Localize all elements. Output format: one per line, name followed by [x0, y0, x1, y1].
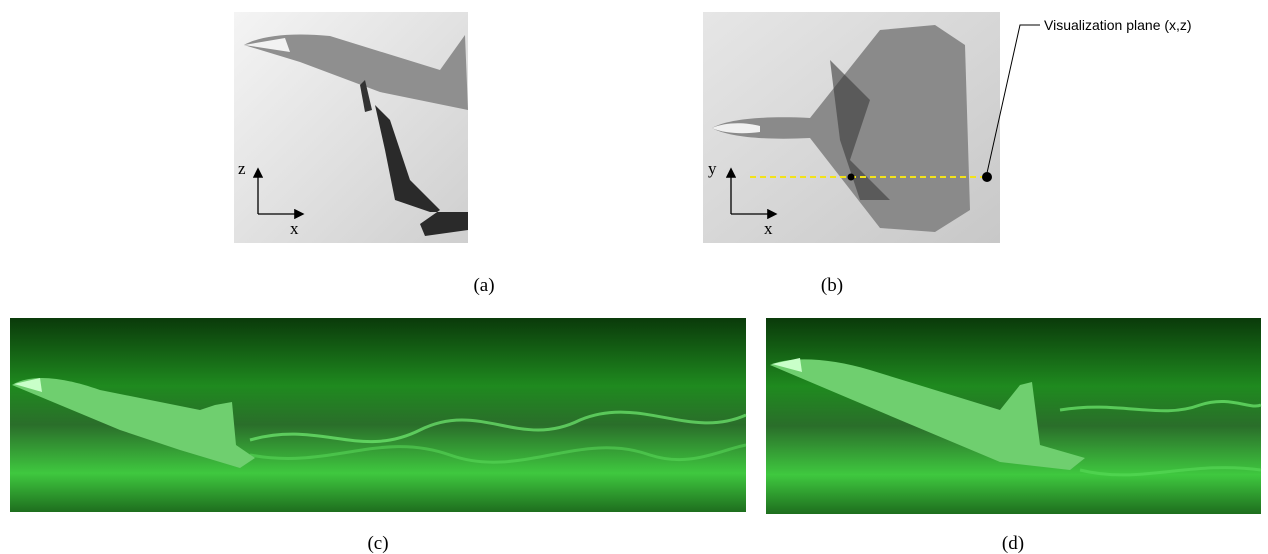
caption: (b)	[821, 275, 843, 296]
axis-label: x	[764, 219, 773, 238]
plane-marker	[982, 172, 992, 182]
plane-marker	[848, 174, 855, 181]
axis-label: x	[290, 219, 299, 238]
figure: z x (a) y x (b) Visualization plane (x,z…	[0, 0, 1268, 554]
page: z x (a) y x (b) Visualization plane (x,z…	[0, 0, 1268, 554]
caption: (c)	[367, 533, 388, 554]
panel-c: (c)	[10, 318, 746, 554]
caption: (a)	[473, 275, 494, 296]
axis-label: y	[708, 159, 717, 178]
panel-b: y x (b)	[703, 12, 1000, 296]
caption: (d)	[1002, 533, 1024, 554]
annotation: Visualization plane (x,z)	[1044, 17, 1192, 33]
panel-d: (d)	[766, 318, 1261, 554]
panel-a: z x (a)	[234, 12, 660, 296]
axis-label: z	[238, 159, 246, 178]
